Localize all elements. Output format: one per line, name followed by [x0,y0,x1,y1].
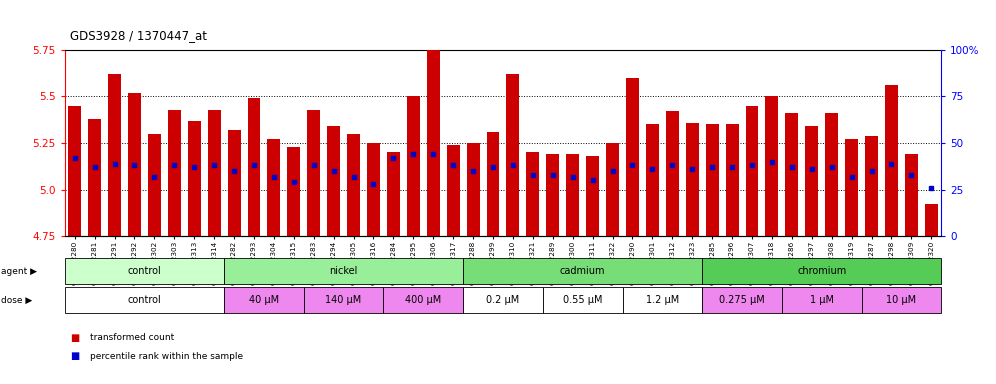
Text: 40 μM: 40 μM [249,295,279,305]
Bar [327,126,340,236]
Bar [307,109,320,236]
Bar [406,96,419,236]
Bar [227,130,240,236]
Bar [705,124,719,236]
Text: 1.2 μM: 1.2 μM [645,295,679,305]
Bar [88,119,102,236]
Text: 1 μM: 1 μM [810,295,834,305]
Bar [825,113,838,236]
Bar [526,152,539,236]
Text: chromium: chromium [797,266,847,276]
Text: agent ▶: agent ▶ [1,266,37,276]
Bar [68,106,81,236]
Bar [466,143,479,236]
Bar [606,143,619,236]
Bar [745,106,758,236]
Text: transformed count: transformed count [90,333,174,343]
Bar [446,145,459,236]
Text: dose ▶: dose ▶ [1,295,32,305]
Text: 0.55 μM: 0.55 μM [563,295,603,305]
Bar [147,134,161,236]
Text: control: control [127,266,161,276]
Bar [685,122,698,236]
Bar [765,96,778,236]
Bar [386,152,399,236]
Bar [645,124,659,236]
Text: ■: ■ [70,333,79,343]
Text: 0.275 μM: 0.275 μM [719,295,765,305]
Bar [785,113,798,236]
Bar [127,93,141,236]
Bar [426,50,439,236]
Text: percentile rank within the sample: percentile rank within the sample [90,352,243,361]
Bar [367,143,379,236]
Bar [506,74,519,236]
Text: cadmium: cadmium [560,266,606,276]
Text: control: control [127,295,161,305]
Bar [805,126,818,236]
Text: ■: ■ [70,351,79,361]
Bar [347,134,360,236]
Bar [904,154,917,236]
Bar [884,85,897,236]
Bar [665,111,678,236]
Bar [167,109,181,236]
Bar [546,154,560,236]
Bar [267,139,280,236]
Bar [207,109,220,236]
Bar [187,121,200,236]
Bar [625,78,639,236]
Text: 140 μM: 140 μM [326,295,362,305]
Bar [924,205,937,236]
Text: 0.2 μM: 0.2 μM [486,295,520,305]
Bar [845,139,858,236]
Bar [865,136,877,236]
Bar [566,154,579,236]
Bar [287,147,300,236]
Text: 400 μM: 400 μM [405,295,441,305]
Text: 10 μM: 10 μM [886,295,916,305]
Bar [725,124,738,236]
Text: nickel: nickel [330,266,358,276]
Bar [486,132,499,236]
Bar [108,74,122,236]
Bar [247,98,261,236]
Text: GDS3928 / 1370447_at: GDS3928 / 1370447_at [70,29,207,42]
Bar [586,156,599,236]
